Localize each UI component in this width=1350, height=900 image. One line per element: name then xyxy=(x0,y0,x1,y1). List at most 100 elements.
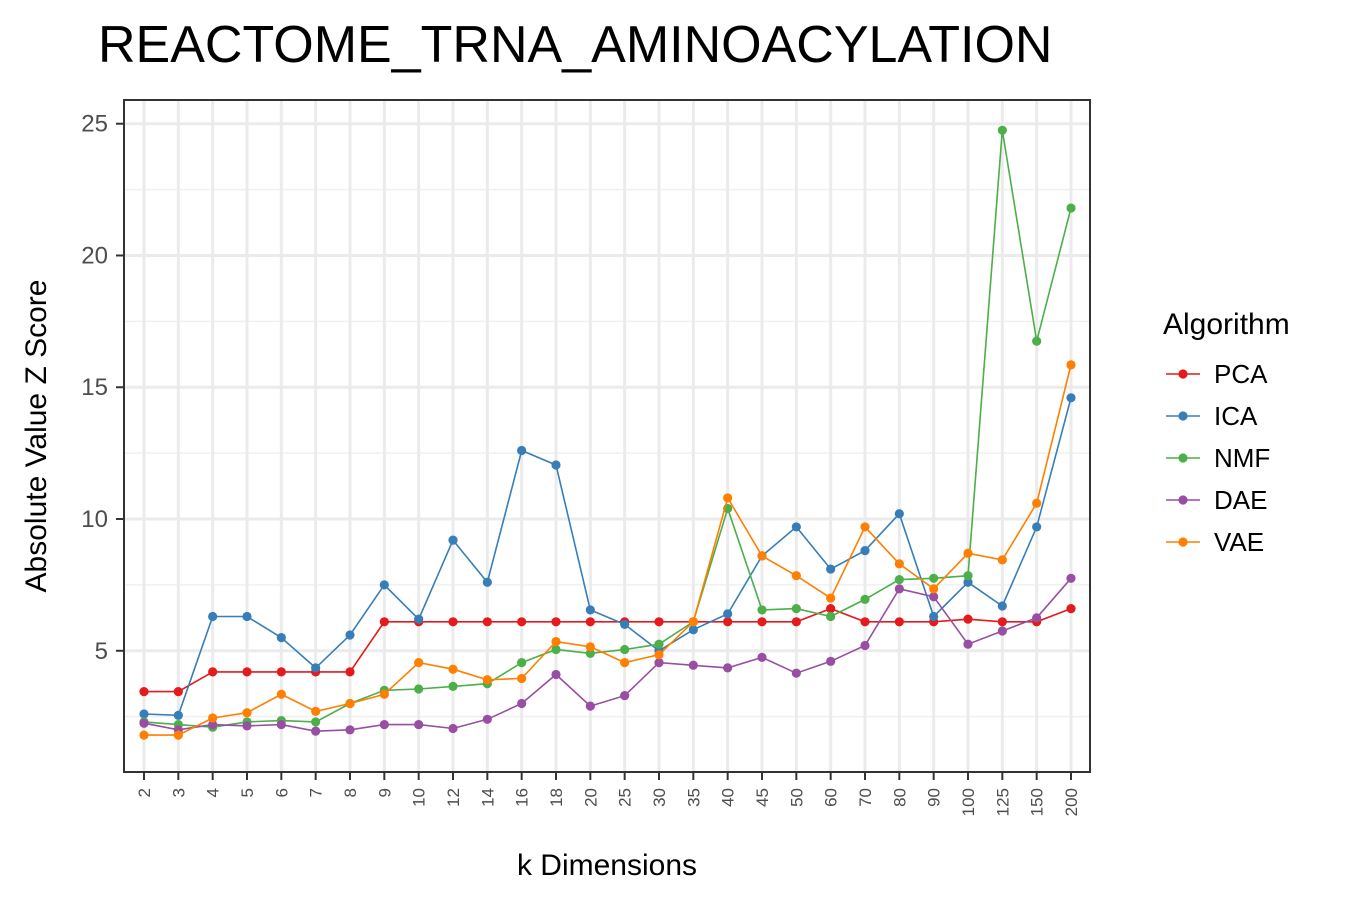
x-tick-label: 18 xyxy=(547,788,566,807)
data-point-vae xyxy=(723,493,733,503)
data-point-vae xyxy=(345,698,355,709)
x-tick-label: 4 xyxy=(204,788,223,797)
data-point-dae xyxy=(1032,613,1042,623)
data-point-ica xyxy=(379,580,389,590)
data-point-vae xyxy=(929,584,939,594)
data-point-pca xyxy=(517,617,527,627)
legend-key-point xyxy=(1178,369,1188,379)
data-point-dae xyxy=(723,663,733,673)
data-point-nmf xyxy=(757,605,767,615)
series-line-nmf xyxy=(143,130,1072,729)
x-tick-label: 80 xyxy=(890,788,909,807)
series-dae xyxy=(139,573,1076,736)
data-point-dae xyxy=(448,723,458,734)
data-point-dae xyxy=(482,714,492,724)
data-point-ica xyxy=(860,546,870,556)
data-point-pca xyxy=(654,617,664,627)
data-point-vae xyxy=(1032,498,1042,508)
data-point-vae xyxy=(791,571,801,581)
data-point-nmf xyxy=(414,684,424,694)
legend-title: Algorithm xyxy=(1163,308,1290,341)
data-point-ica xyxy=(723,609,733,619)
data-point-vae xyxy=(276,689,286,699)
data-point-pca xyxy=(345,667,355,677)
data-point-dae xyxy=(963,639,973,649)
x-tick-label: 7 xyxy=(307,788,326,797)
data-point-ica xyxy=(791,522,801,532)
data-point-dae xyxy=(345,725,355,735)
data-point-dae xyxy=(208,719,218,730)
legend-key-point xyxy=(1178,453,1188,463)
data-point-nmf xyxy=(620,644,630,655)
data-point-nmf xyxy=(929,573,939,583)
data-point-nmf xyxy=(448,681,458,691)
data-point-pca xyxy=(173,687,183,697)
y-tick-label: 10 xyxy=(81,506,108,533)
x-tick-label: 70 xyxy=(856,788,875,807)
data-point-ica xyxy=(311,663,321,673)
data-point-pca xyxy=(242,667,252,677)
x-tick-label: 10 xyxy=(410,788,429,807)
data-point-dae xyxy=(517,698,527,709)
data-point-ica xyxy=(208,611,218,622)
data-point-ica xyxy=(894,509,904,519)
data-point-nmf xyxy=(826,611,836,622)
data-point-vae xyxy=(139,730,149,740)
x-tick-label: 6 xyxy=(272,788,291,797)
data-point-ica xyxy=(929,611,939,622)
data-point-ica xyxy=(517,445,527,456)
data-point-nmf xyxy=(1032,336,1042,346)
x-tick-label: 30 xyxy=(650,788,669,807)
data-point-dae xyxy=(276,719,286,730)
data-point-ica xyxy=(1032,522,1042,532)
series-layer xyxy=(139,125,1076,740)
y-axis-title: Absolute Value Z Score xyxy=(20,280,53,593)
data-point-ica xyxy=(620,619,630,630)
data-point-ica xyxy=(482,577,492,587)
x-tick-label: 12 xyxy=(444,788,463,807)
series-pca xyxy=(139,604,1076,697)
data-point-ica xyxy=(688,625,698,635)
data-point-vae xyxy=(894,559,904,569)
data-point-vae xyxy=(448,664,458,674)
data-point-pca xyxy=(894,617,904,627)
legend-item-nmf: NMF xyxy=(1166,443,1270,473)
data-point-pca xyxy=(860,617,870,627)
x-tick-label: 2 xyxy=(135,788,154,797)
data-point-ica xyxy=(997,601,1007,611)
data-point-vae xyxy=(620,658,630,668)
legend-label: PCA xyxy=(1214,359,1268,389)
data-point-ica xyxy=(551,460,561,470)
data-point-dae xyxy=(139,718,149,728)
x-tick-label: 9 xyxy=(375,788,394,797)
data-point-pca xyxy=(791,617,801,627)
data-point-pca xyxy=(208,667,218,677)
legend-label: DAE xyxy=(1214,485,1267,515)
data-point-dae xyxy=(551,669,561,680)
x-tick-label: 150 xyxy=(1028,788,1047,816)
data-point-ica xyxy=(1066,393,1076,403)
x-tick-label: 45 xyxy=(753,788,772,807)
data-point-pca xyxy=(963,614,973,624)
data-point-dae xyxy=(654,658,664,668)
data-point-dae xyxy=(311,726,321,736)
data-point-pca xyxy=(1066,604,1076,614)
y-tick-label: 25 xyxy=(81,111,108,138)
data-point-vae xyxy=(963,548,973,558)
legend-label: NMF xyxy=(1214,443,1270,473)
x-tick-label: 8 xyxy=(341,788,360,797)
plot-panel xyxy=(124,100,1090,772)
legend-key-point xyxy=(1178,537,1188,547)
y-tick-label: 20 xyxy=(81,242,108,269)
x-tick-label: 200 xyxy=(1062,788,1081,816)
series-vae xyxy=(139,360,1076,740)
data-point-nmf xyxy=(963,571,973,581)
x-tick-label: 100 xyxy=(959,788,978,816)
x-tick-label: 50 xyxy=(787,788,806,807)
data-point-vae xyxy=(997,555,1007,565)
data-point-nmf xyxy=(860,594,870,604)
data-point-ica xyxy=(585,605,595,615)
data-point-ica xyxy=(448,535,458,545)
data-point-dae xyxy=(860,640,870,651)
